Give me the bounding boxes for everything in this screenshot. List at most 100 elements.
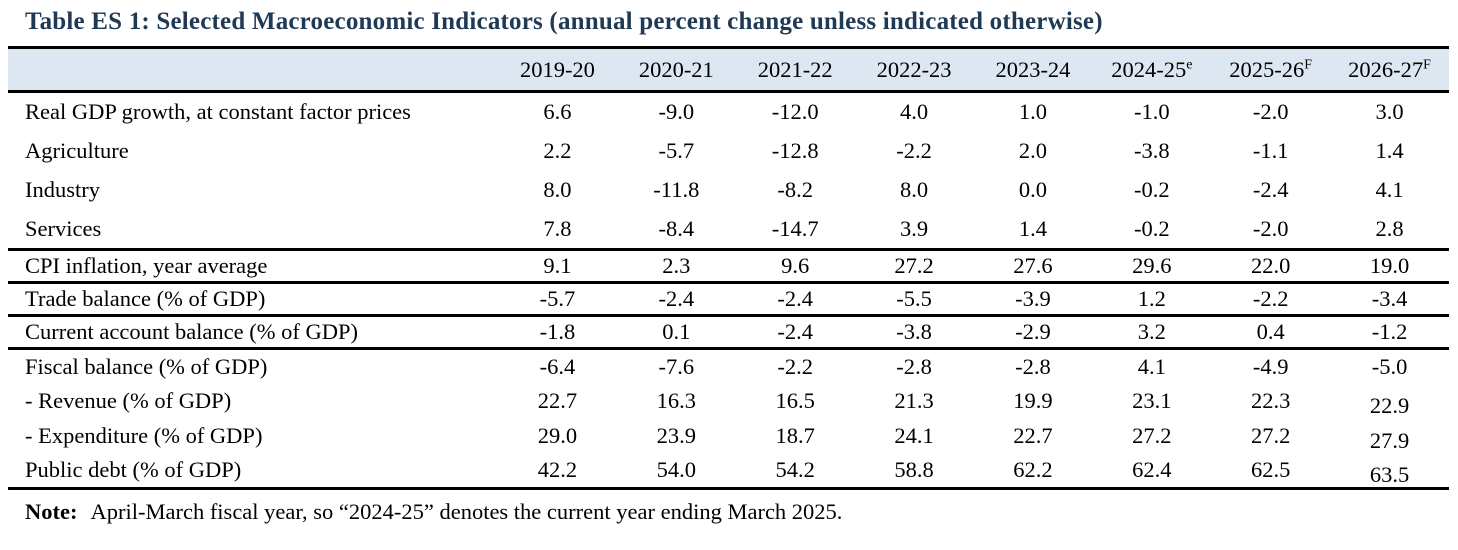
note-label: Note: (25, 499, 78, 524)
value-cell: -3.8 (1134, 137, 1170, 163)
value-cell: -1.2 (1371, 319, 1408, 344)
value-cell: -6.4 (539, 353, 576, 379)
value-cell: 3.0 (1375, 99, 1404, 124)
value-cell: -1.0 (1134, 99, 1170, 124)
value-cell: 42.2 (537, 457, 578, 483)
value-cell: 2.2 (543, 137, 572, 163)
table-header: 2019-20 2020-21 2021-22 2022-23 2023-24 2024-… (8, 47, 1449, 92)
row-label: - Revenue (% of GDP) (25, 388, 232, 413)
year-column-header: 2022-23 (855, 48, 974, 92)
value-cell: 8.0 (543, 177, 572, 203)
value-cell: -2.9 (1015, 319, 1051, 344)
table-row: Public debt (% of GDP) 42.2 54.0 54.2 58.8 62… (8, 454, 1449, 489)
value-cell: -2.0 (1252, 216, 1289, 241)
value-cell: 63.5 (1369, 462, 1410, 488)
value-cell: 54.2 (775, 457, 815, 483)
value-cell: 22.7 (1013, 423, 1053, 448)
value-cell: 8.0 (900, 177, 929, 203)
year-label: 2025-26 (1229, 56, 1305, 82)
value-cell: -12.0 (771, 99, 819, 124)
value-cell: 62.4 (1132, 457, 1172, 483)
value-cell: 27.2 (1251, 423, 1291, 448)
value-cell: -5.0 (1371, 353, 1408, 379)
row-label: Real GDP growth, at constant factor pric… (25, 99, 411, 124)
year-label: 2021-22 (757, 56, 833, 82)
value-cell: -2.0 (1252, 99, 1289, 124)
year-column-header: 2020-21 (617, 48, 736, 92)
value-cell: 4.1 (1375, 177, 1404, 203)
value-cell: -3.8 (896, 319, 932, 344)
value-cell: 29.0 (537, 423, 578, 448)
value-cell: -2.2 (777, 353, 813, 379)
value-cell: 22.3 (1251, 388, 1291, 413)
row-label: Agriculture (25, 137, 129, 163)
value-cell: 3.9 (900, 216, 929, 241)
row-label: Fiscal balance (% of GDP) (25, 353, 268, 379)
value-cell: 1.0 (1018, 99, 1047, 124)
value-cell: 0.0 (1018, 177, 1047, 203)
value-cell: -0.2 (1134, 177, 1170, 203)
value-cell: -9.0 (658, 99, 695, 124)
table-row: Fiscal balance (% of GDP) -6.4 -7.6 -2.2 -2.… (8, 349, 1449, 384)
value-cell: 58.8 (894, 457, 934, 483)
value-cell: -1.1 (1252, 137, 1289, 163)
value-cell: -5.5 (896, 286, 932, 311)
value-cell: 62.2 (1013, 457, 1053, 483)
estimate-forecast-superscript: F (1304, 57, 1313, 72)
value-cell: 27.9 (1369, 428, 1410, 453)
value-cell: -3.9 (1015, 286, 1051, 311)
table-title: Table ES 1: Selected Macroeconomic Indic… (25, 8, 1103, 35)
table-row: Trade balance (% of GDP) -5.7 -2.4 -2.4 -5.5… (8, 283, 1449, 316)
estimate-forecast-superscript: e (1186, 57, 1193, 72)
value-cell: 23.1 (1132, 388, 1172, 413)
year-column-header: 2023-24 (974, 48, 1093, 92)
value-cell: 7.8 (543, 216, 572, 241)
value-cell: -5.7 (658, 137, 695, 163)
year-label: 2026-27 (1348, 56, 1424, 82)
year-column-header: 2026-27F (1330, 48, 1449, 92)
table-row: CPI inflation, year average 9.1 2.3 9.6 27.2… (8, 250, 1449, 283)
value-cell: -8.2 (777, 177, 813, 203)
value-cell: -0.2 (1134, 216, 1170, 241)
value-cell: -2.2 (896, 137, 932, 163)
value-cell: 6.6 (543, 99, 572, 124)
value-cell: -2.4 (658, 286, 695, 311)
value-cell: 22.9 (1369, 393, 1410, 418)
value-cell: 2.8 (1375, 216, 1404, 241)
value-cell: 21.3 (894, 388, 934, 413)
macro-indicators-table: 2019-20 2020-21 2021-22 2022-23 2023-24 2024-… (8, 46, 1449, 490)
row-label: - Expenditure (% of GDP) (25, 423, 263, 448)
table-row: Industry 8.0 -11.8 -8.2 8.0 0.0 -0.2 -2.4 4.1 (8, 171, 1449, 211)
value-cell: -4.9 (1252, 353, 1289, 379)
value-cell: -14.7 (771, 216, 819, 241)
value-cell: 3.2 (1137, 319, 1166, 344)
year-column-header: 2024-25e (1092, 48, 1211, 92)
value-cell: 2.0 (1018, 137, 1047, 163)
value-cell: 16.5 (775, 388, 815, 413)
value-cell: 4.0 (900, 99, 929, 124)
table-row: Services 7.8 -8.4 -14.7 3.9 1.4 -0.2 -2.0 2.8 (8, 210, 1449, 250)
value-cell: 23.9 (656, 423, 696, 448)
value-cell: 9.1 (543, 253, 572, 278)
value-cell: 1.4 (1375, 137, 1404, 163)
value-cell: 62.5 (1251, 457, 1291, 483)
value-cell: 0.4 (1256, 319, 1285, 344)
value-cell: 22.0 (1251, 253, 1291, 278)
value-cell: -2.2 (1252, 286, 1289, 311)
table-note: Note: April-March fiscal year, so “2024-2… (0, 490, 1458, 525)
table-row: - Expenditure (% of GDP) 29.0 23.9 18.7 24.1… (8, 419, 1449, 454)
value-cell: -11.8 (653, 177, 700, 203)
year-label: 2020-21 (638, 56, 714, 82)
value-cell: 27.2 (1132, 423, 1172, 448)
value-cell: -5.7 (539, 286, 576, 311)
value-cell: 24.1 (894, 423, 934, 448)
value-cell: 9.6 (781, 253, 810, 278)
table-body: Real GDP growth, at constant factor pric… (8, 92, 1449, 489)
value-cell: -2.8 (1015, 353, 1051, 379)
value-cell: -2.4 (1252, 177, 1289, 203)
year-label: 2019-20 (519, 56, 595, 82)
value-cell: 1.4 (1018, 216, 1047, 241)
row-label: Industry (25, 177, 100, 203)
row-label: Services (25, 216, 102, 241)
value-cell: 19.0 (1369, 253, 1410, 278)
